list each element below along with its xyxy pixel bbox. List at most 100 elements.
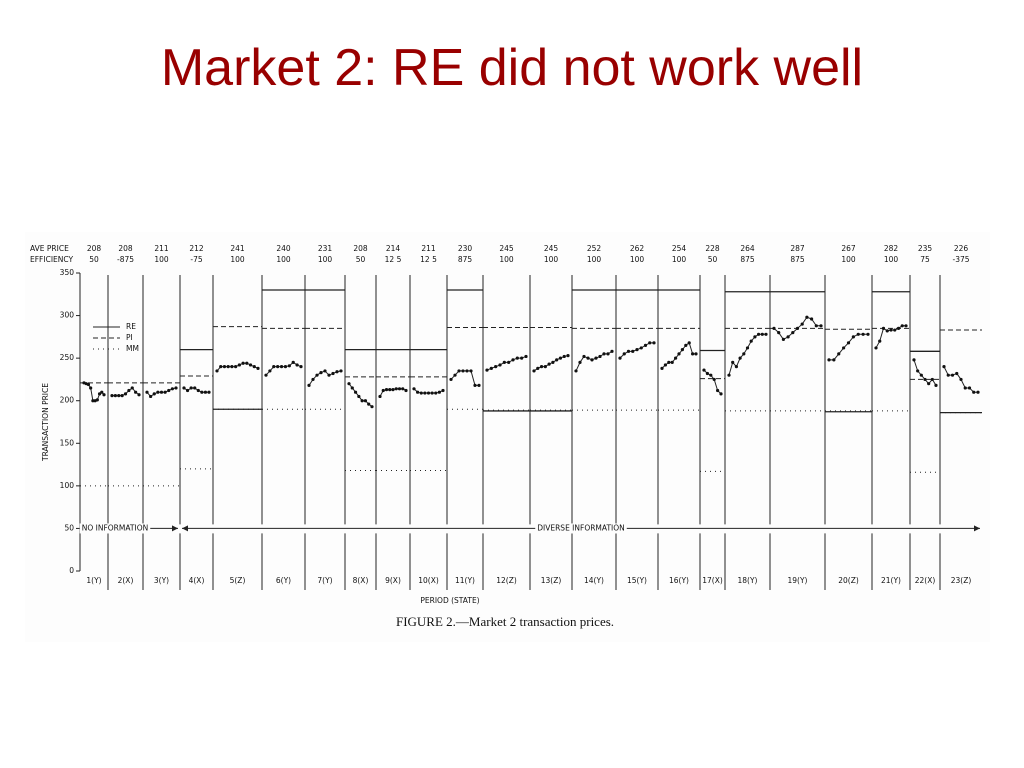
legend-label: PI	[126, 333, 133, 342]
price-point	[100, 390, 104, 394]
price-point	[215, 369, 219, 373]
price-point	[586, 356, 590, 360]
x-tick-label: 10(X)	[418, 576, 439, 585]
efficiency: 100	[318, 255, 333, 264]
legend-label: RE	[126, 322, 136, 331]
price-point	[745, 346, 750, 350]
price-point	[473, 383, 477, 387]
x-tick-label: 13(Z)	[541, 576, 562, 585]
price-point	[511, 358, 515, 362]
price-point	[916, 369, 920, 373]
ave-price: 264	[740, 244, 755, 253]
price-point	[152, 392, 156, 396]
price-point	[524, 354, 528, 359]
price-point	[423, 391, 427, 395]
ave-price: 240	[276, 244, 291, 253]
price-point	[950, 373, 955, 377]
ave-price: 282	[884, 244, 899, 253]
price-point	[963, 386, 967, 390]
price-point	[878, 339, 882, 343]
y-tick-label: 100	[60, 481, 75, 490]
price-point	[477, 383, 481, 387]
price-point	[709, 373, 713, 377]
price-point	[189, 386, 193, 390]
ave-price: 214	[386, 244, 401, 253]
efficiency: 100	[884, 255, 899, 264]
price-point	[930, 377, 934, 382]
price-point	[889, 328, 893, 332]
price-point	[919, 373, 923, 377]
x-tick-label: 5(Z)	[230, 576, 246, 585]
price-point	[89, 386, 93, 390]
price-point	[539, 365, 544, 369]
price-point	[457, 369, 461, 373]
price-point	[753, 335, 757, 339]
ave-price: 211	[154, 244, 169, 253]
price-point	[923, 377, 927, 382]
price-point	[846, 341, 851, 345]
price-line	[575, 350, 613, 372]
price-point	[295, 363, 299, 367]
price-point	[226, 365, 230, 369]
price-point	[378, 394, 382, 399]
price-point	[120, 394, 124, 398]
price-point	[360, 399, 364, 403]
price-point	[856, 332, 860, 336]
efficiency: 100	[230, 255, 245, 264]
price-point	[123, 392, 128, 396]
price-point	[237, 363, 241, 367]
efficiency: 100	[672, 255, 687, 264]
price-point	[904, 324, 908, 328]
price-point	[434, 391, 438, 395]
y-axis-label: TRANSACTION PRICE	[41, 383, 50, 462]
y-tick-label: 300	[60, 311, 75, 320]
price-point	[441, 388, 445, 393]
price-point	[618, 356, 622, 360]
price-line	[265, 361, 302, 376]
efficiency: -875	[117, 255, 134, 264]
price-point	[912, 358, 916, 362]
price-point	[110, 394, 114, 398]
price-point	[394, 387, 398, 391]
x-tick-label: 8(X)	[353, 576, 369, 585]
price-point	[652, 341, 656, 345]
price-point	[582, 354, 586, 359]
price-point	[391, 388, 395, 392]
efficiency: 100	[154, 255, 169, 264]
price-point	[353, 390, 358, 394]
price-point	[381, 388, 385, 393]
price-point	[934, 383, 938, 387]
price-point	[716, 388, 720, 393]
efficiency: -75	[190, 255, 202, 264]
ave-price: 262	[630, 244, 645, 253]
x-tick-label: 15(Y)	[627, 576, 647, 585]
price-point	[635, 348, 639, 352]
price-point	[494, 365, 498, 369]
x-tick-label: 7(Y)	[317, 576, 332, 585]
price-point	[851, 335, 855, 339]
price-point	[946, 373, 950, 377]
price-point	[163, 390, 167, 394]
y-tick-label: 350	[60, 268, 75, 277]
price-point	[461, 369, 465, 373]
ave-price: 245	[499, 244, 514, 253]
price-point	[384, 388, 389, 392]
price-point	[536, 366, 540, 370]
x-tick-label: 14(Y)	[584, 576, 604, 585]
price-point	[412, 387, 416, 391]
price-point	[134, 390, 138, 394]
price-point	[469, 369, 473, 373]
price-point	[764, 332, 768, 336]
price-point	[86, 382, 91, 387]
price-point	[203, 390, 208, 394]
price-point	[127, 388, 131, 393]
price-point	[515, 356, 519, 360]
ave-price: 212	[189, 244, 204, 253]
price-point	[174, 386, 178, 390]
price-point	[742, 352, 746, 356]
price-point	[677, 352, 681, 356]
figure-background	[25, 232, 990, 642]
price-point	[167, 388, 171, 393]
price-point	[185, 388, 190, 393]
annotation-background	[79, 523, 151, 534]
